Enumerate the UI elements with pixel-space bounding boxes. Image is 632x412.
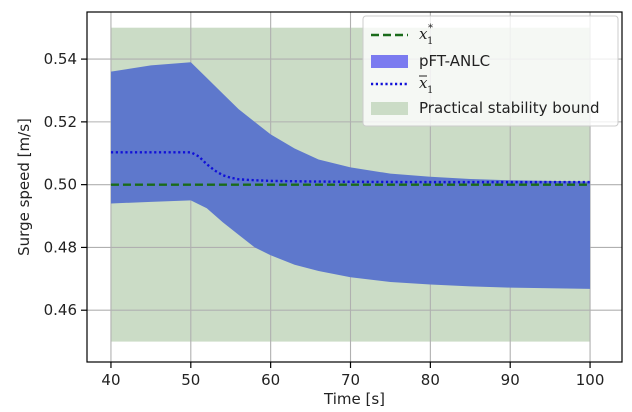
- x-tick-label: 60: [261, 371, 280, 389]
- x-tick-label: 70: [341, 371, 360, 389]
- pft-anlc-band: [110, 62, 591, 289]
- legend-band-label: pFT-ANLC: [419, 52, 490, 70]
- legend-reference-label: x: [419, 25, 428, 43]
- legend-bound-swatch: [371, 102, 408, 115]
- y-tick-label: 0.50: [44, 176, 77, 194]
- mean-line: [110, 151, 591, 184]
- axes-frame: [86, 11, 623, 363]
- legend-mean-label-subscript: 1: [427, 85, 433, 96]
- y-tick-label: 0.46: [44, 301, 77, 319]
- x-tick-label: 100: [576, 371, 605, 389]
- legend-bound-label: Practical stability bound: [419, 99, 599, 117]
- x-axis-label: Time [s]: [323, 390, 385, 408]
- x-tick-label: 80: [421, 371, 440, 389]
- legend-band-swatch: [371, 55, 408, 68]
- legend-box: [362, 15, 619, 127]
- y-axis-label: Surge speed [m/s]: [15, 118, 33, 256]
- y-tick-label: 0.52: [44, 113, 77, 131]
- y-tick-label: 0.48: [44, 238, 77, 256]
- x-tick-label: 90: [501, 371, 520, 389]
- x-tick-label: 50: [181, 371, 200, 389]
- legend-reference-label-subscript: 1: [427, 36, 433, 47]
- x-tick-label: 40: [101, 371, 120, 389]
- legend-reference-label-superscript: *: [428, 23, 433, 34]
- y-tick-label: 0.54: [44, 50, 77, 68]
- legend-mean-label: x: [419, 74, 428, 92]
